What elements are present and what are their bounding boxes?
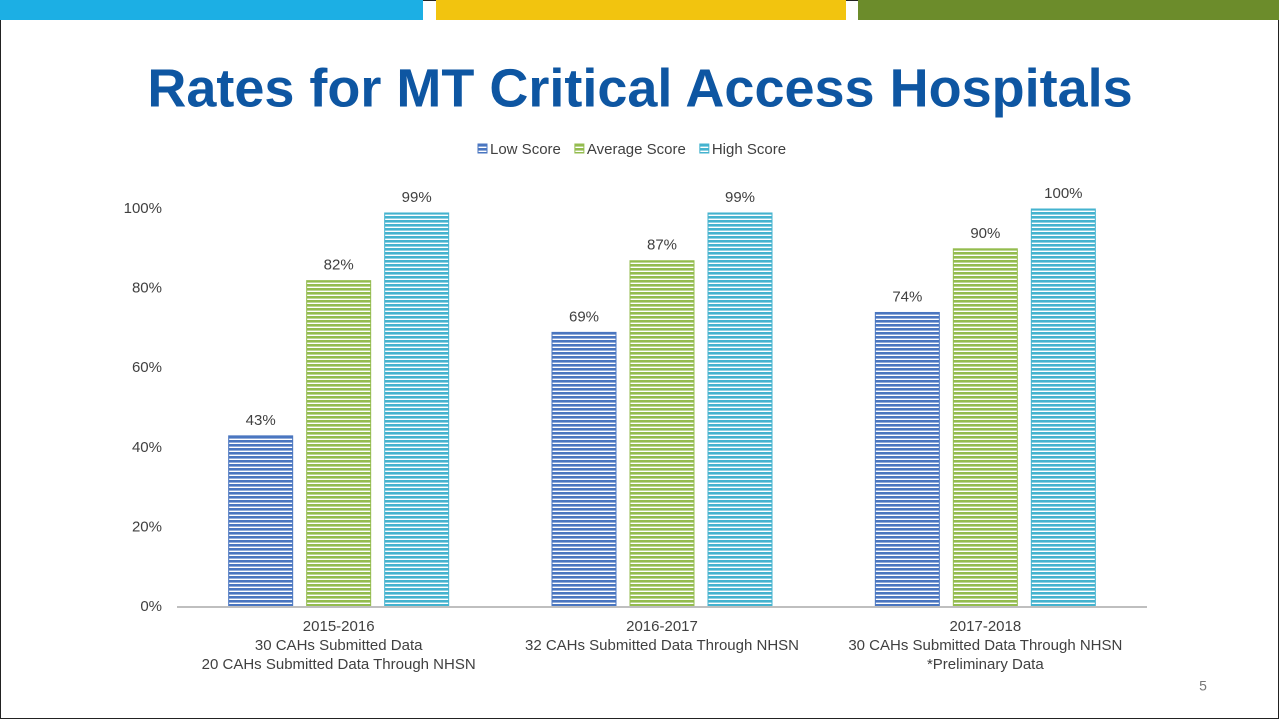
legend-label: Low Score <box>490 141 561 158</box>
y-tick-label: 20% <box>132 518 162 535</box>
legend: Low Score Average Score High Score <box>477 141 786 158</box>
y-tick-label: 40% <box>132 439 162 456</box>
x-tick-label: 20 CAHs Submitted Data Through NHSN <box>202 656 476 673</box>
bar <box>384 212 450 608</box>
data-label: 69% <box>569 308 599 325</box>
x-tick-label: 30 CAHs Submitted Data Through NHSN <box>848 637 1122 654</box>
top-bar-green <box>858 0 1279 20</box>
x-tick-label: 30 CAHs Submitted Data <box>255 637 423 654</box>
legend-label: High Score <box>712 141 786 158</box>
bar <box>306 280 372 608</box>
bar <box>551 331 617 608</box>
data-label: 87% <box>647 237 677 254</box>
top-bar-blue <box>0 0 423 20</box>
bar <box>629 260 695 608</box>
data-label: 90% <box>970 225 1000 242</box>
data-label: 74% <box>892 288 922 305</box>
chart-title: Rates for MT Critical Access Hospitals <box>147 58 1132 118</box>
y-tick-label: 0% <box>140 598 162 615</box>
data-label: 100% <box>1044 185 1082 202</box>
bar <box>228 435 294 608</box>
page-number: 5 <box>1199 678 1207 694</box>
bar <box>874 311 940 608</box>
bar <box>707 212 773 608</box>
legend-swatch <box>699 143 710 154</box>
x-tick-label: 2016-2017 <box>626 618 698 635</box>
top-bar-yellow <box>436 0 846 20</box>
x-tick-label: *Preliminary Data <box>927 656 1044 673</box>
legend-label: Average Score <box>587 141 686 158</box>
x-tick-label: 2015-2016 <box>303 618 375 635</box>
data-label: 82% <box>324 257 354 274</box>
y-tick-label: 60% <box>132 359 162 376</box>
legend-swatch <box>477 143 488 154</box>
x-tick-label: 32 CAHs Submitted Data Through NHSN <box>525 637 799 654</box>
legend-swatch <box>574 143 585 154</box>
data-label: 99% <box>402 189 432 206</box>
y-tick-label: 80% <box>132 280 162 297</box>
bar <box>952 248 1018 608</box>
data-label: 99% <box>725 189 755 206</box>
x-tick-label: 2017-2018 <box>949 618 1021 635</box>
bar <box>1030 208 1096 608</box>
y-tick-label: 100% <box>124 200 162 217</box>
data-label: 43% <box>246 412 276 429</box>
